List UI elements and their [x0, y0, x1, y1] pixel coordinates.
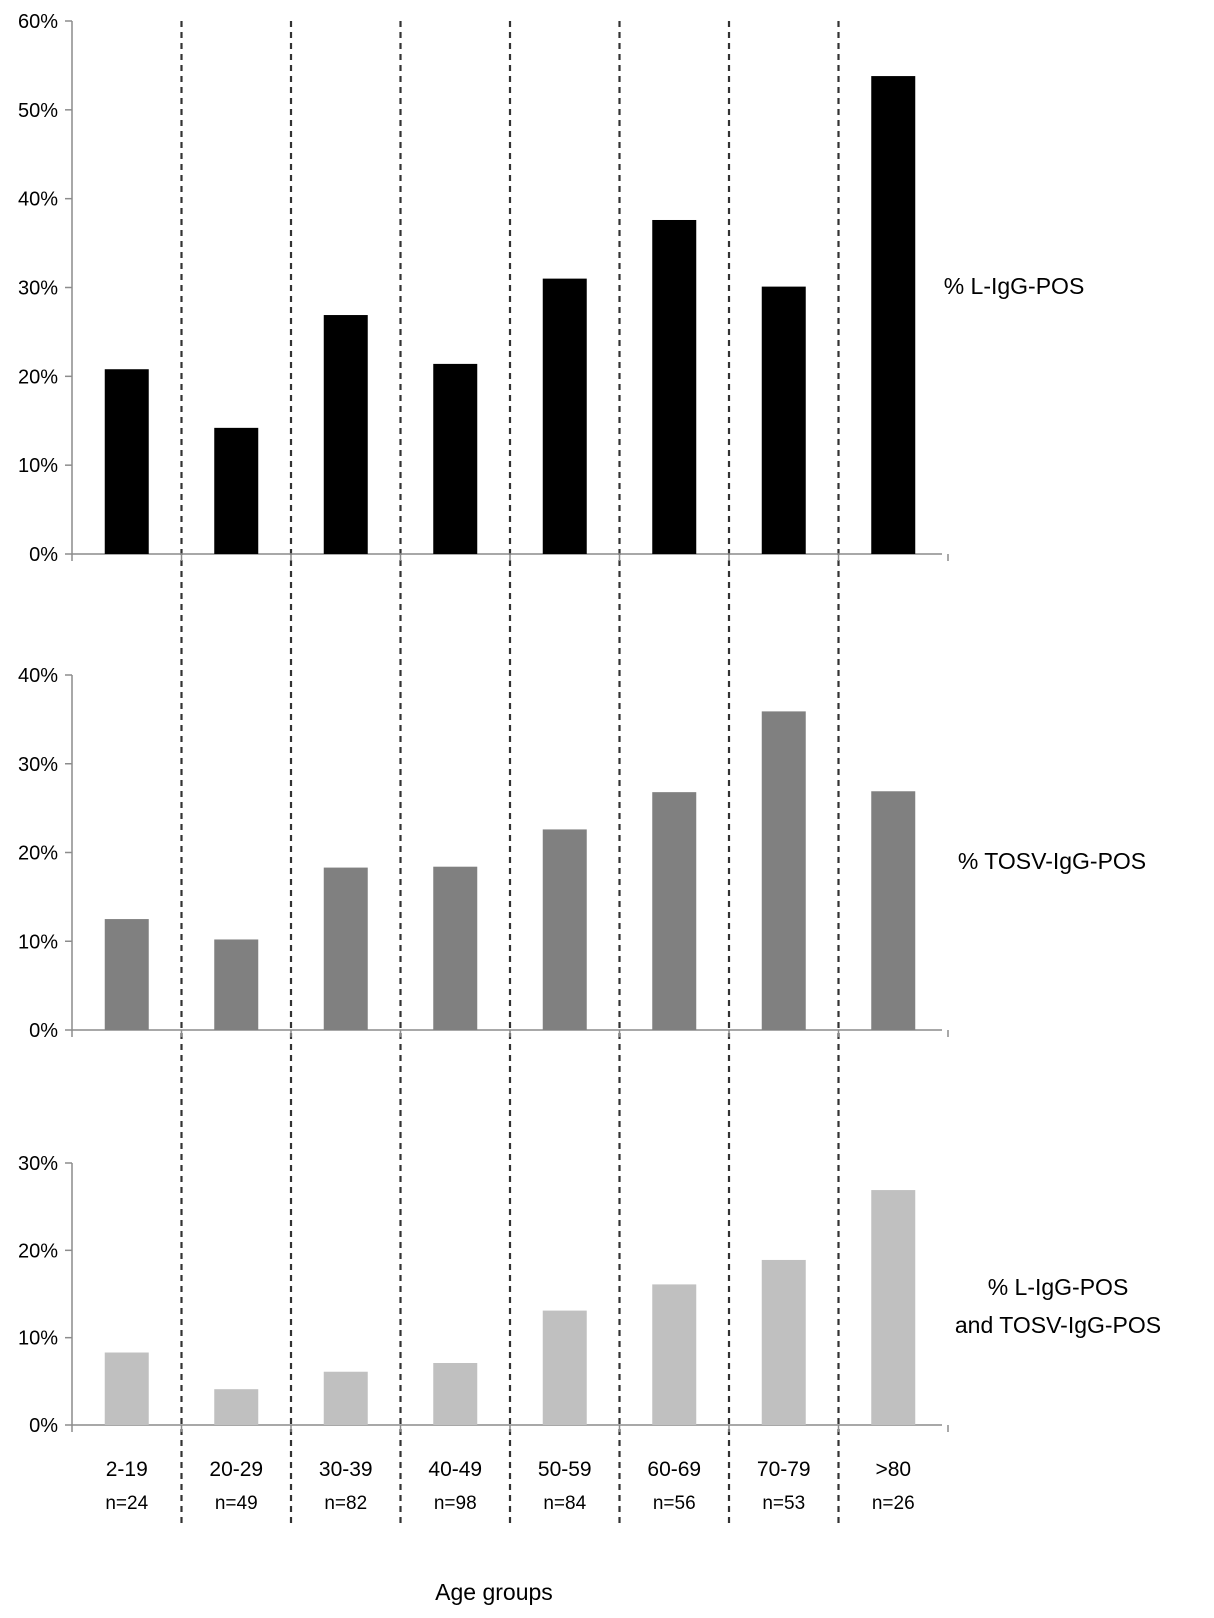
age-group-dividers [180, 21, 840, 1525]
sample-size-label: n=56 [653, 1493, 696, 1514]
sample-size-label: n=98 [434, 1493, 477, 1514]
y-tick-label: 40% [18, 189, 58, 211]
bar-60-69 [652, 792, 697, 1030]
category-label: 30-39 [319, 1458, 373, 1481]
bar-2-19 [104, 1352, 149, 1425]
category-label: 50-59 [538, 1458, 592, 1481]
category-label: 20-29 [209, 1458, 263, 1481]
y-tick-label: 0% [29, 1020, 58, 1042]
bar-70-79 [761, 711, 806, 1030]
bar-40-49 [433, 866, 478, 1030]
bar-30-39 [323, 315, 368, 554]
bar-60-69 [652, 1284, 697, 1425]
y-tick-label: 30% [18, 754, 58, 776]
y-tick-label: 0% [29, 1415, 58, 1437]
chart-panel-2: 0% 10% 20% 30% 40% [18, 665, 949, 1042]
y-tick-label: 10% [18, 1328, 58, 1350]
chart-panels: 0% 10% 20% 30% 40% 50% 60% 0% 10% 20% 30% 40% 0% 10% 2… [18, 11, 1161, 1437]
bar-2-19 [104, 919, 149, 1030]
sample-size-label: n=84 [543, 1493, 586, 1514]
y-tick-label: 10% [18, 455, 58, 477]
sample-size-label: n=26 [872, 1493, 915, 1514]
bar-60-69 [652, 219, 697, 554]
bar-30-39 [323, 867, 368, 1030]
chart-panel-3: 0% 10% 20% 30% [18, 1153, 949, 1437]
bar->80 [871, 791, 916, 1030]
y-tick-label: 20% [18, 843, 58, 865]
bar->80 [871, 1190, 916, 1425]
x-axis-title: Age groups [435, 1579, 553, 1605]
y-tick-label: 20% [18, 366, 58, 388]
bar-2-19 [104, 369, 149, 554]
bar-50-59 [542, 1310, 587, 1425]
series-label-both-line2: and TOSV-IgG-POS [955, 1312, 1161, 1338]
y-tick-label: 10% [18, 931, 58, 953]
category-label: 40-49 [428, 1458, 482, 1481]
bar-40-49 [433, 1362, 478, 1425]
y-tick-label: 50% [18, 100, 58, 122]
sample-size-label: n=49 [215, 1493, 258, 1514]
y-tick-label: 30% [18, 278, 58, 300]
category-label: 60-69 [647, 1458, 701, 1481]
bar-20-29 [214, 1389, 259, 1425]
sample-size-label: n=53 [762, 1493, 805, 1514]
sample-size-label: n=82 [324, 1493, 367, 1514]
series-label-tosv-igg: % TOSV-IgG-POS [958, 848, 1146, 874]
y-tick-label: 20% [18, 1240, 58, 1262]
bar-30-39 [323, 1371, 368, 1425]
bar-70-79 [761, 286, 806, 554]
bar-20-29 [214, 939, 259, 1030]
sample-size-label: n=24 [105, 1493, 148, 1514]
y-tick-label: 40% [18, 665, 58, 687]
series-label-both-line1: % L-IgG-POS [988, 1274, 1129, 1300]
y-tick-label: 60% [18, 11, 58, 33]
y-tick-label: 30% [18, 1153, 58, 1175]
category-label: >80 [875, 1458, 911, 1481]
x-axis-categories: 2-19 n=24 20-29 n=49 30-39 n=82 40-49 n=98 50-59… [105, 1458, 914, 1514]
bar-50-59 [542, 278, 587, 554]
bar-40-49 [433, 363, 478, 554]
bar->80 [871, 76, 916, 555]
bar-20-29 [214, 427, 259, 554]
chart-panel-1: 0% 10% 20% 30% 40% 50% 60% [18, 11, 949, 566]
category-label: 70-79 [757, 1458, 811, 1481]
y-tick-label: 0% [29, 544, 58, 566]
bar-70-79 [761, 1259, 806, 1425]
category-label: 2-19 [106, 1458, 148, 1481]
bar-50-59 [542, 829, 587, 1030]
series-label-l-igg: % L-IgG-POS [944, 273, 1085, 299]
